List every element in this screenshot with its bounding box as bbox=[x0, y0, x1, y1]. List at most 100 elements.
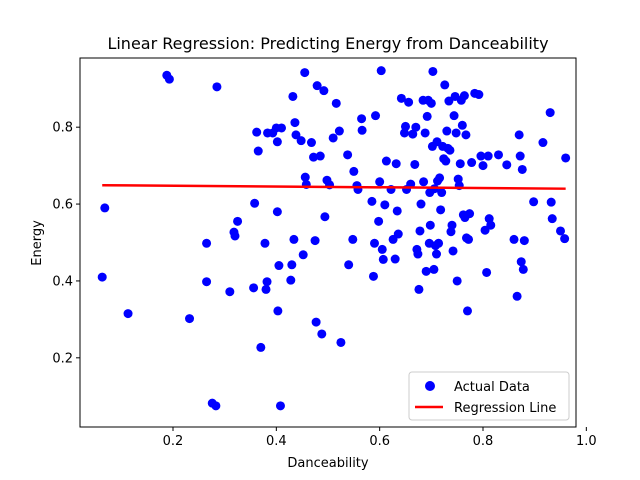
data-point bbox=[482, 267, 492, 277]
data-point bbox=[377, 244, 387, 254]
data-point bbox=[414, 284, 424, 294]
data-point bbox=[291, 130, 301, 140]
data-point bbox=[288, 91, 298, 101]
data-point bbox=[331, 98, 341, 108]
x-tick-label: 0.8 bbox=[473, 434, 494, 449]
data-point bbox=[442, 126, 452, 136]
data-point bbox=[486, 220, 496, 230]
data-point bbox=[296, 136, 306, 146]
data-point bbox=[368, 271, 378, 281]
data-point bbox=[250, 198, 260, 208]
data-point bbox=[249, 283, 259, 293]
plot-frame bbox=[79, 57, 577, 428]
data-point bbox=[392, 206, 402, 216]
data-point bbox=[391, 159, 401, 169]
data-point bbox=[421, 266, 431, 276]
data-point bbox=[367, 196, 377, 206]
data-point bbox=[378, 254, 388, 264]
data-point bbox=[455, 159, 465, 169]
data-point bbox=[420, 128, 430, 138]
data-point bbox=[547, 214, 557, 224]
data-point bbox=[512, 291, 522, 301]
data-point bbox=[560, 234, 570, 244]
data-point bbox=[478, 161, 488, 171]
data-point bbox=[376, 66, 386, 76]
x-tick-label: 0.2 bbox=[163, 434, 184, 449]
data-point bbox=[225, 287, 235, 297]
data-point bbox=[422, 111, 432, 121]
legend-marker-actual-data bbox=[425, 381, 435, 391]
data-point bbox=[517, 164, 527, 174]
data-point bbox=[334, 126, 344, 136]
data-point bbox=[494, 150, 503, 160]
data-point bbox=[287, 260, 297, 270]
data-point bbox=[230, 231, 240, 241]
legend: Actual Data Regression Line bbox=[408, 371, 570, 421]
data-point bbox=[436, 205, 446, 215]
data-point bbox=[375, 177, 385, 187]
data-point bbox=[441, 156, 451, 166]
data-point bbox=[515, 151, 525, 161]
data-point bbox=[451, 128, 461, 138]
data-point bbox=[275, 401, 285, 411]
data-point bbox=[464, 234, 474, 244]
data-point bbox=[289, 234, 299, 244]
data-point bbox=[320, 212, 330, 222]
data-point bbox=[514, 130, 524, 140]
data-point bbox=[476, 151, 486, 161]
data-point bbox=[286, 275, 296, 285]
legend-label-actual-data: Actual Data bbox=[454, 380, 530, 395]
data-point bbox=[298, 250, 308, 260]
data-point bbox=[272, 207, 282, 217]
data-point bbox=[202, 277, 212, 287]
data-point bbox=[519, 236, 529, 246]
data-point bbox=[401, 121, 410, 131]
regression-line bbox=[102, 183, 566, 190]
data-point bbox=[164, 74, 174, 84]
data-point bbox=[306, 138, 316, 148]
data-point bbox=[274, 261, 284, 271]
data-point bbox=[212, 82, 222, 92]
data-point bbox=[440, 80, 450, 90]
data-point bbox=[545, 108, 555, 118]
data-point bbox=[435, 173, 445, 183]
data-point bbox=[273, 306, 283, 316]
data-point bbox=[202, 238, 212, 248]
data-point bbox=[300, 172, 310, 182]
x-tick-label: 0.6 bbox=[369, 434, 390, 449]
x-tick-label: 0.4 bbox=[266, 434, 287, 449]
y-axis: 0.2 0.4 0.6 0.8 bbox=[52, 121, 80, 366]
data-point bbox=[310, 236, 320, 246]
data-point bbox=[415, 226, 425, 236]
x-tick-label: 1.0 bbox=[576, 434, 597, 449]
data-point bbox=[381, 156, 391, 166]
data-point bbox=[459, 91, 469, 101]
data-point bbox=[428, 66, 438, 76]
data-point bbox=[408, 129, 418, 139]
legend-box bbox=[408, 371, 570, 421]
data-point bbox=[410, 159, 420, 169]
data-point bbox=[467, 158, 477, 168]
data-point bbox=[426, 98, 436, 108]
data-point bbox=[272, 137, 282, 147]
data-point bbox=[419, 177, 429, 187]
data-point bbox=[315, 151, 325, 161]
data-point bbox=[349, 166, 359, 176]
data-point bbox=[393, 229, 403, 239]
data-point bbox=[290, 118, 300, 128]
data-point bbox=[336, 337, 346, 347]
data-point bbox=[437, 188, 447, 198]
data-point bbox=[461, 130, 471, 140]
y-tick-label: 0.8 bbox=[52, 121, 73, 136]
data-point bbox=[556, 226, 565, 236]
data-point bbox=[449, 111, 459, 121]
data-point bbox=[357, 114, 367, 124]
data-point bbox=[546, 197, 556, 207]
data-point bbox=[319, 86, 329, 96]
data-point bbox=[390, 254, 400, 264]
data-point bbox=[457, 120, 467, 130]
data-point bbox=[434, 238, 444, 248]
legend-label-regression-line: Regression Line bbox=[454, 401, 556, 416]
x-axis-label: Danceability bbox=[287, 456, 369, 471]
